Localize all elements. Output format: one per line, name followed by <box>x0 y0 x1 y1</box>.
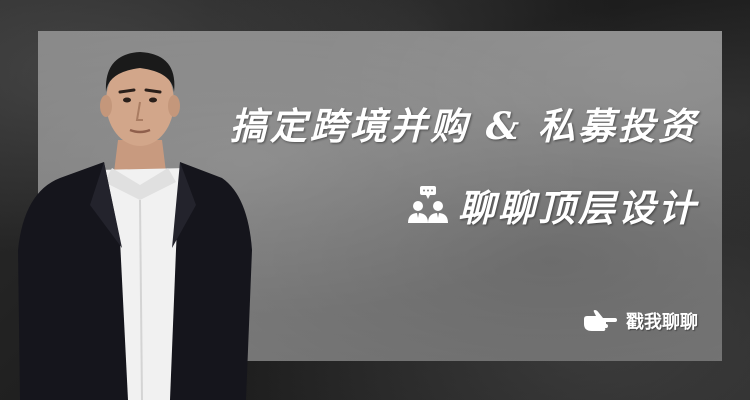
people-talking-icon <box>408 186 448 223</box>
subline-text: 聊聊顶层设计 <box>458 186 698 230</box>
cta-label[interactable]: 戳我聊聊 <box>626 312 698 333</box>
chat-cta-button[interactable]: 戳我聊聊 <box>582 308 698 334</box>
pointing-hand-icon <box>584 310 617 331</box>
headline: 搞定跨境并购 & 私募投资 <box>229 104 698 148</box>
subline: 聊聊顶层设计 <box>406 178 698 232</box>
